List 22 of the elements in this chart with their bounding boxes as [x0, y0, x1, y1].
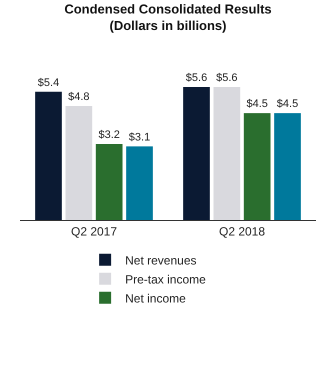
data-label: $5.6	[186, 72, 208, 84]
bar	[213, 87, 240, 220]
bar	[183, 87, 210, 220]
data-label: $5.6	[216, 72, 238, 84]
legend-label: Pre-tax income	[125, 272, 206, 286]
legend-label: Net income	[125, 291, 186, 306]
bar	[65, 106, 92, 220]
chart-title: Condensed Consolidated Results (Dollars in billions)	[64, 1, 272, 34]
data-label: $4.5	[246, 98, 268, 110]
data-label: $4.8	[68, 91, 90, 103]
bar	[274, 113, 301, 220]
bar	[35, 92, 62, 220]
bar	[126, 146, 153, 220]
x-tick-label: Q2 2017	[70, 224, 118, 238]
bar	[96, 144, 123, 220]
data-label: $3.1	[128, 131, 150, 144]
legend-label: Net revenues	[125, 253, 196, 268]
data-label: $3.2	[98, 129, 120, 141]
data-label: $5.4	[38, 76, 60, 89]
data-label: $4.5	[276, 98, 298, 110]
bar	[244, 113, 271, 220]
x-tick-label: Q2 2018	[218, 224, 266, 238]
